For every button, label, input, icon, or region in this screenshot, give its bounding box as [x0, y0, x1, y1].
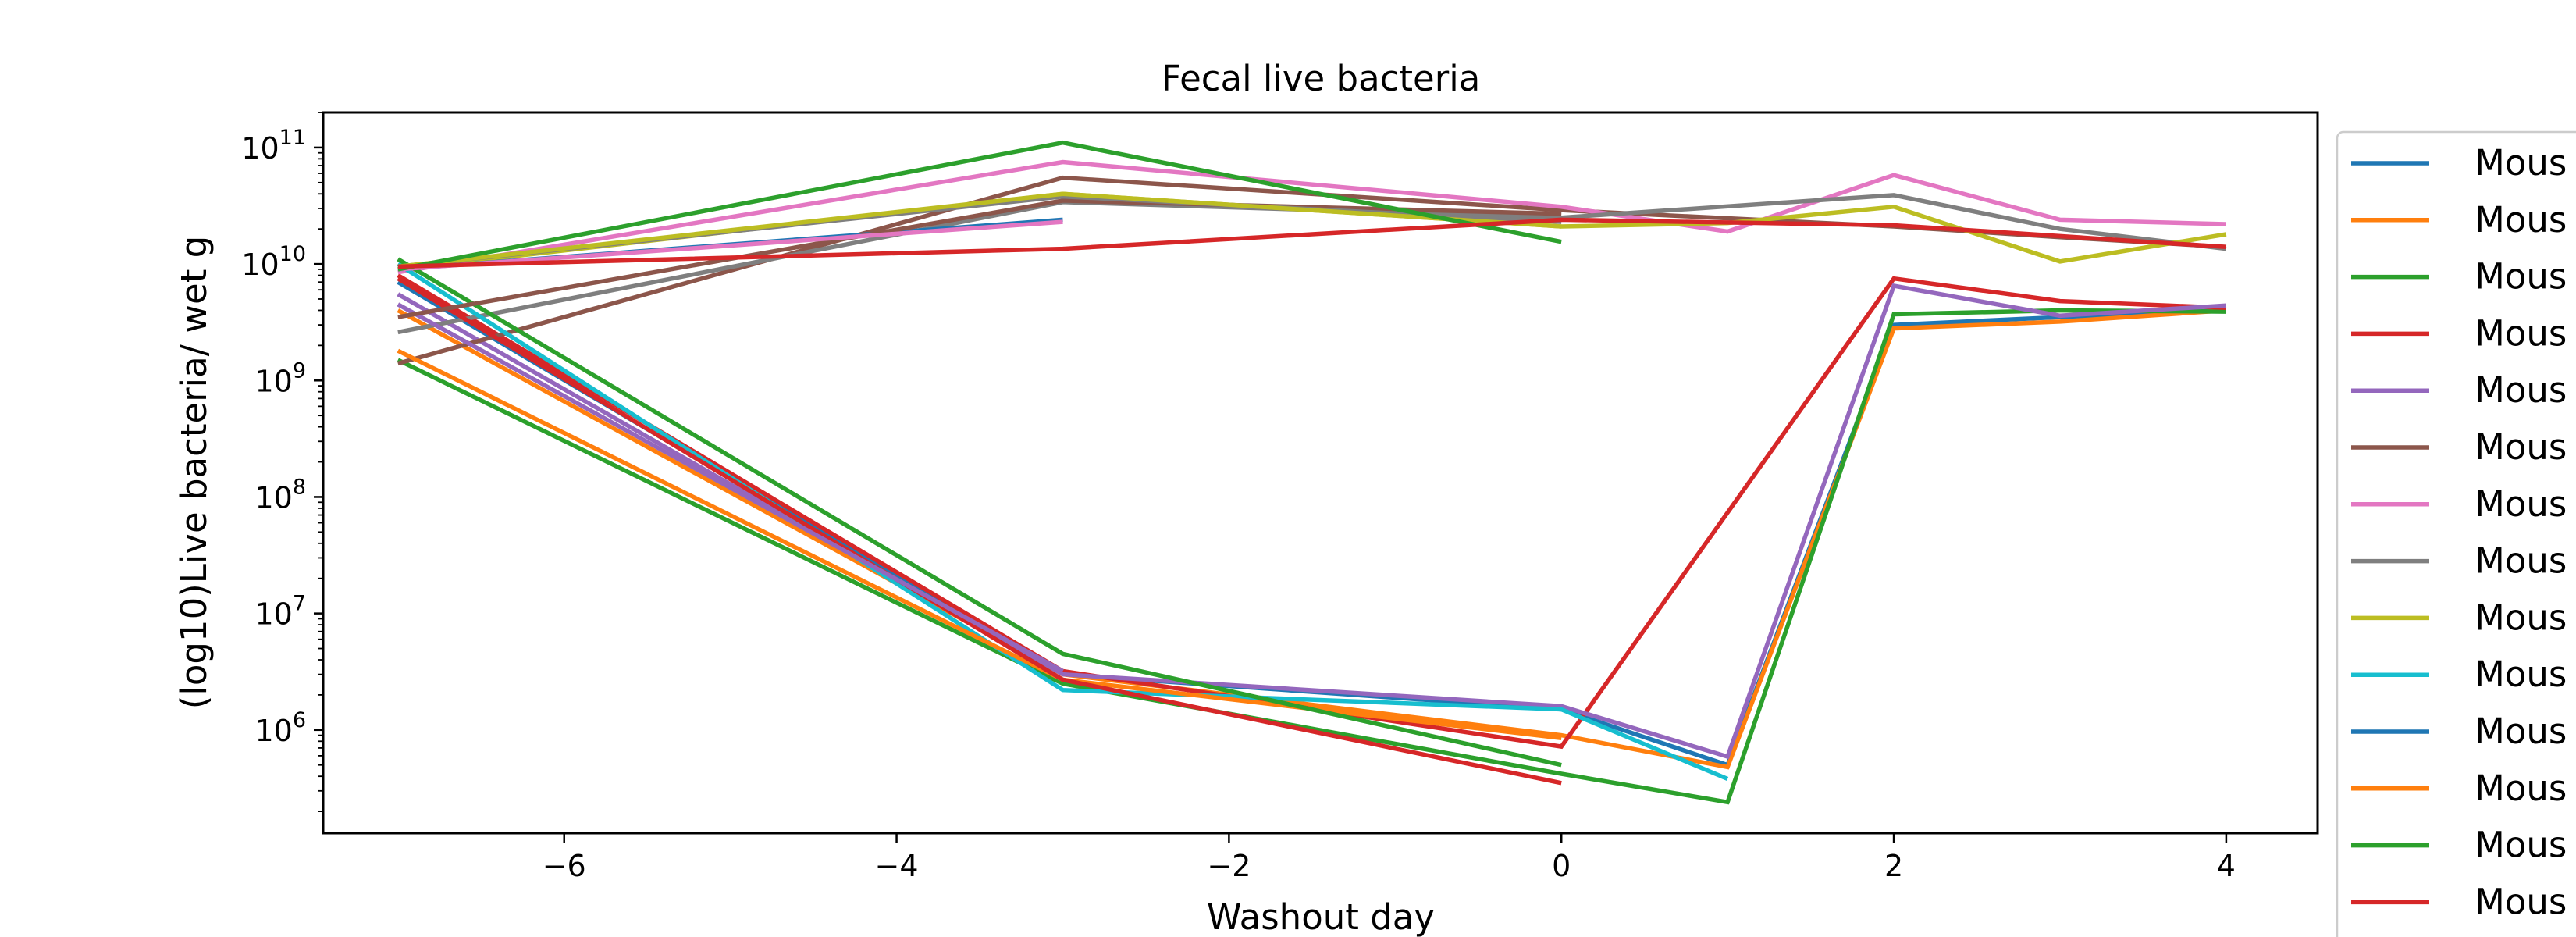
legend-label-3: Mous	[2475, 256, 2567, 297]
y-tick-label-1: 106	[254, 708, 306, 748]
legend-label-13: Mous	[2475, 825, 2567, 866]
series-line-10	[397, 262, 1729, 782]
legend-label-14: Mous	[2475, 881, 2567, 922]
legend-label-9: Mous	[2475, 597, 2567, 638]
legend-label-10: Mous	[2475, 654, 2567, 695]
x-tick-label-6: 4	[2217, 849, 2236, 883]
legend-label-7: Mous	[2475, 483, 2567, 525]
series-line-7	[397, 159, 2226, 275]
y-tick-label-3: 108	[254, 475, 306, 515]
x-axis-label: Washout day	[1207, 896, 1435, 937]
series-line-8	[397, 193, 2227, 335]
plot-area	[322, 111, 2319, 835]
legend-label-1: Mous	[2475, 142, 2567, 183]
series-line-19	[397, 191, 1562, 269]
x-tick-label-4: 0	[1552, 849, 1571, 883]
series-line-20	[397, 140, 1562, 272]
y-tick-label-5: 1010	[241, 242, 306, 282]
legend-label-4: Mous	[2475, 312, 2567, 354]
legend-box	[2336, 130, 2576, 937]
legend-label-11: Mous	[2475, 711, 2567, 752]
series-line-3	[397, 308, 2226, 805]
series-line-14	[397, 276, 1562, 786]
chart-title: Fecal live bacteria	[1162, 58, 1481, 99]
x-tick-label-3: −2	[1207, 849, 1251, 883]
y-tick-label-6: 1011	[241, 126, 306, 166]
series-line-13	[397, 257, 1562, 768]
y-axis-label: (log10)Live bacteria/ wet g	[173, 236, 215, 709]
legend-label-6: Mous	[2475, 426, 2567, 468]
series-line-15	[397, 302, 1064, 673]
y-tick-label-2: 107	[254, 592, 306, 632]
x-axis: −6 −4 −2 0 2 4	[543, 833, 2236, 883]
legend-label-2: Mous	[2475, 199, 2567, 240]
legend-label-12: Mous	[2475, 768, 2567, 809]
x-tick-label-2: −4	[875, 849, 919, 883]
series-line-12	[397, 348, 1562, 741]
plot-frame	[322, 111, 2319, 835]
legend-label-8: Mous	[2475, 540, 2567, 582]
series-line-1	[397, 280, 2227, 768]
x-tick-label-5: 2	[1884, 849, 1903, 883]
y-axis: 106 107 108 109 1010 1011	[241, 112, 323, 812]
series-layer	[397, 140, 2227, 805]
series-line-4	[397, 273, 2227, 750]
legend: Mous Mous Mous Mous Mous Mous Mous Mous Mous Mous…	[2336, 130, 2576, 937]
series-line-5	[397, 283, 2227, 760]
x-tick-label-1: −6	[543, 849, 586, 883]
series-line-21	[397, 217, 2227, 269]
series-line-17	[397, 219, 1063, 272]
legend-label-5: Mous	[2475, 369, 2567, 411]
y-tick-label-4: 109	[254, 358, 306, 398]
